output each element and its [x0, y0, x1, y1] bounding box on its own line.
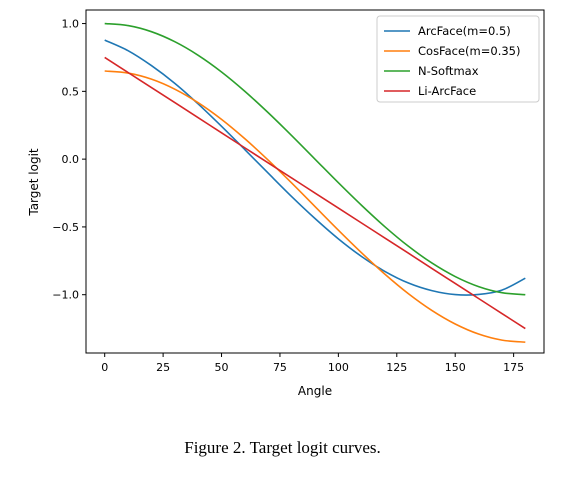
- legend-label: CosFace(m=0.35): [418, 44, 520, 58]
- series-line-li-arcface: [104, 56, 526, 330]
- y-tick-label: −0.5: [52, 221, 79, 234]
- legend-label: Li-ArcFace: [418, 84, 476, 98]
- x-tick-label: 25: [156, 361, 170, 374]
- legend-box: [376, 15, 540, 103]
- legend: ArcFace(m=0.5) CosFace(m=0.35) N-Softmax Li…: [376, 15, 540, 103]
- y-axis-label: Target logit: [27, 148, 41, 217]
- x-tick-label: 0: [101, 361, 108, 374]
- series-line-n-softmax: [104, 22, 526, 296]
- y-tick-label: −1.0: [52, 289, 79, 302]
- x-axis: 0 25 50 75 100 125 150 175: [101, 353, 524, 374]
- y-tick-label: 1.0: [62, 18, 80, 31]
- y-tick-label: 0.0: [62, 153, 80, 166]
- legend-label: ArcFace(m=0.5): [418, 24, 511, 38]
- series-line-arcface-m-0-5: [104, 39, 526, 296]
- target-logit-chart: 0 25 50 75 100 125 150 175 1.0 0.5 0.0 −0.5 −1.0 Ar…: [27, 9, 545, 398]
- x-axis-label: Angle: [298, 384, 332, 398]
- series-line-cosface-m-0-35: [104, 70, 526, 343]
- x-tick-label: 75: [273, 361, 287, 374]
- series-lines: [104, 22, 526, 343]
- x-tick-label: 100: [328, 361, 349, 374]
- x-tick-label: 125: [386, 361, 407, 374]
- x-tick-label: 175: [503, 361, 524, 374]
- x-tick-label: 150: [445, 361, 466, 374]
- x-tick-label: 50: [215, 361, 229, 374]
- legend-label: N-Softmax: [418, 64, 479, 78]
- y-axis: 1.0 0.5 0.0 −0.5 −1.0: [52, 18, 86, 302]
- figure-caption: Figure 2. Target logit curves.: [184, 438, 381, 457]
- y-tick-label: 0.5: [62, 85, 80, 98]
